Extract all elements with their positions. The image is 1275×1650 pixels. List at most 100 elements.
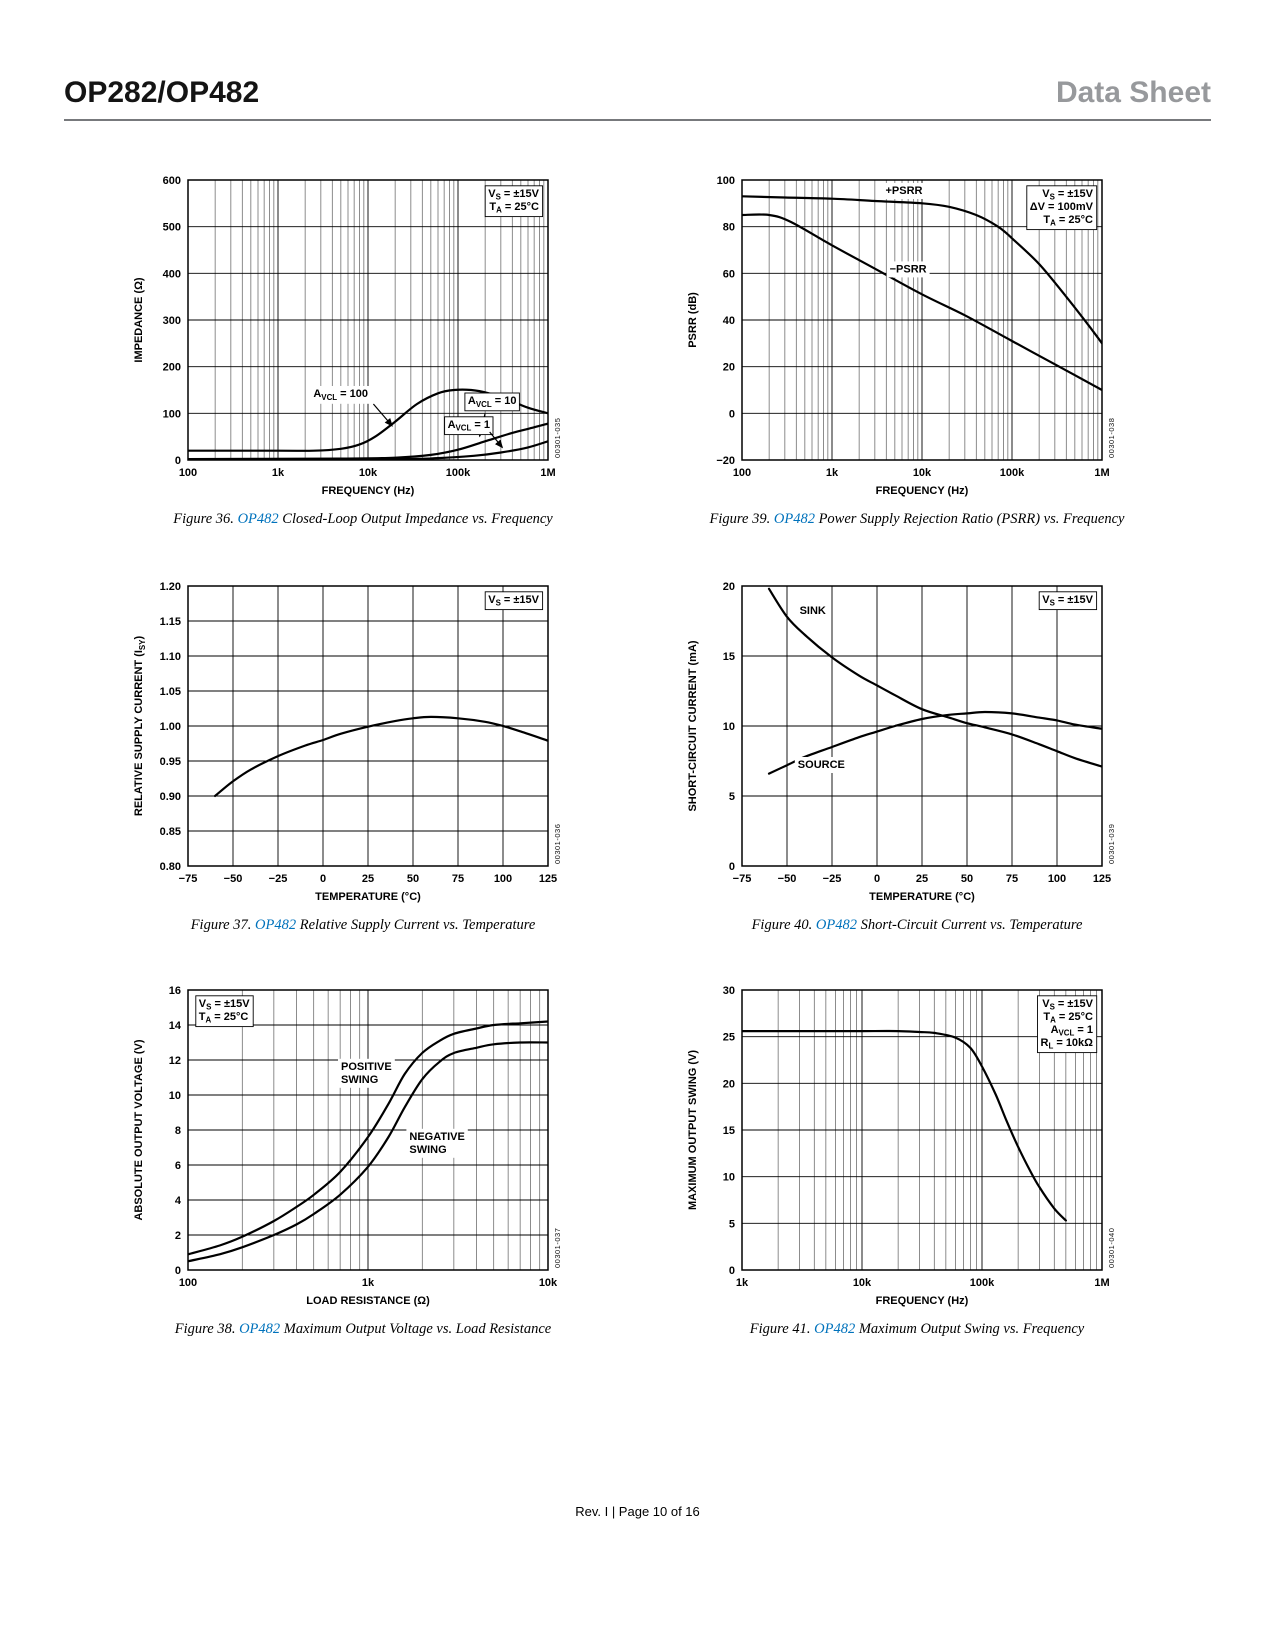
svg-text:TEMPERATURE (°C): TEMPERATURE (°C) [869,891,975,903]
svg-text:−50: −50 [778,873,797,885]
svg-text:8: 8 [175,1125,181,1137]
svg-text:VS = ±15V: VS = ±15V [488,188,539,202]
svg-text:VS = ±15V: VS = ±15V [1042,998,1093,1012]
figure-40: −75 −50 −25 0 25 50 75 100 125 0 5 10 15 20 TEMPERATUR… [682,572,1162,934]
short-circuit-current-vs-temperature-chart: −75 −50 −25 0 25 50 75 100 125 0 5 10 15 20 TEMPERATUR… [682,572,1152,912]
supply-current-vs-temperature-chart: −75 −50 −25 0 25 50 75 100 125 0.80 0.85 0.90 0.95 1.… [128,572,598,912]
svg-text:100: 100 [717,175,735,187]
svg-text:FREQUENCY (Hz): FREQUENCY (Hz) [322,485,415,497]
svg-text:80: 80 [723,222,735,234]
svg-text:1.10: 1.10 [160,651,181,663]
svg-text:10k: 10k [853,1277,872,1289]
svg-text:−20: −20 [716,455,735,467]
svg-text:10k: 10k [359,467,378,479]
op482-link[interactable]: OP482 [239,1321,281,1337]
svg-text:100: 100 [1048,873,1066,885]
svg-text:VS = ±15V: VS = ±15V [1042,594,1093,608]
caption-prefix: Figure 39. [709,511,774,527]
svg-text:14: 14 [169,1020,182,1032]
caption-prefix: Figure 37. [190,917,255,933]
svg-text:500: 500 [163,222,181,234]
svg-text:TA = 25°C: TA = 25°C [1043,1011,1093,1025]
figure-41: 1k 10k 100k 1M 0 5 10 15 20 25 30 FREQUENCY (Hz) MAX… [682,976,1162,1338]
svg-text:100k: 100k [1000,467,1025,479]
svg-text:15: 15 [723,651,735,663]
svg-text:50: 50 [961,873,973,885]
svg-text:100k: 100k [970,1277,995,1289]
svg-text:30: 30 [723,985,735,997]
svg-text:00301-038: 00301-038 [1107,418,1116,458]
output-swing-vs-frequency-chart: 1k 10k 100k 1M 0 5 10 15 20 25 30 FREQUENCY (Hz) MAX… [682,976,1152,1316]
svg-text:0.90: 0.90 [160,791,181,803]
svg-text:10k: 10k [539,1277,558,1289]
svg-text:100: 100 [163,408,181,420]
svg-text:ABSOLUTE OUTPUT VOLTAGE (V): ABSOLUTE OUTPUT VOLTAGE (V) [133,1039,145,1220]
caption-text: Closed-Loop Output Impedance vs. Frequen… [278,511,553,527]
svg-text:6: 6 [175,1160,181,1172]
svg-text:SHORT-CIRCUIT CURRENT (mA): SHORT-CIRCUIT CURRENT (mA) [687,640,699,811]
svg-text:12: 12 [169,1055,181,1067]
svg-text:00301-036: 00301-036 [553,824,562,864]
svg-text:1k: 1k [362,1277,375,1289]
svg-text:1k: 1k [272,467,285,479]
figure-39-caption: Figure 39. OP482 Power Supply Rejection … [682,511,1152,528]
op482-link[interactable]: OP482 [773,511,815,527]
svg-text:−75: −75 [733,873,752,885]
svg-text:1.15: 1.15 [160,616,181,628]
svg-text:10: 10 [723,1172,735,1184]
page-footer: Rev. I | Page 10 of 16 [575,1504,700,1519]
svg-text:75: 75 [452,873,464,885]
svg-text:SOURCE: SOURCE [798,759,845,771]
svg-text:0: 0 [729,861,735,873]
caption-text: Short-Circuit Current vs. Temperature [856,917,1083,933]
doc-type-label: Data Sheet [1055,76,1211,109]
svg-text:RELATIVE SUPPLY CURRENT (ISY): RELATIVE SUPPLY CURRENT (ISY) [133,636,147,817]
figure-38: 100 1k 10k 0 2 4 6 8 10 12 14 16 LOAD RESISTANCE (Ω)… [128,976,608,1338]
svg-text:25: 25 [362,873,374,885]
op482-link[interactable]: OP482 [237,511,279,527]
svg-text:TA = 25°C: TA = 25°C [1043,214,1093,228]
svg-text:LOAD RESISTANCE (Ω): LOAD RESISTANCE (Ω) [306,1295,430,1307]
svg-text:TEMPERATURE (°C): TEMPERATURE (°C) [315,891,421,903]
svg-text:MAXIMUM OUTPUT SWING (V): MAXIMUM OUTPUT SWING (V) [687,1050,699,1210]
svg-text:00301-040: 00301-040 [1107,1228,1116,1268]
svg-text:75: 75 [1006,873,1018,885]
svg-text:1M: 1M [540,467,555,479]
svg-text:NEGATIVE: NEGATIVE [409,1131,464,1143]
svg-text:1.20: 1.20 [160,581,181,593]
svg-text:0: 0 [729,1265,735,1277]
svg-text:1.00: 1.00 [160,721,181,733]
svg-text:600: 600 [163,175,181,187]
svg-text:1.05: 1.05 [160,686,181,698]
svg-text:400: 400 [163,268,181,280]
svg-text:25: 25 [916,873,928,885]
svg-text:1M: 1M [1094,1277,1109,1289]
svg-text:IMPEDANCE (Ω): IMPEDANCE (Ω) [133,277,145,363]
figure-37: −75 −50 −25 0 25 50 75 100 125 0.80 0.85 0.90 0.95 1.… [128,572,608,934]
svg-text:25: 25 [723,1032,735,1044]
op482-link[interactable]: OP482 [814,1321,856,1337]
svg-text:100: 100 [179,1277,197,1289]
svg-text:100: 100 [179,467,197,479]
svg-text:100: 100 [733,467,751,479]
svg-text:40: 40 [723,315,735,327]
svg-text:TA = 25°C: TA = 25°C [489,201,539,215]
op482-link[interactable]: OP482 [815,917,857,933]
figure-38-caption: Figure 38. OP482 Maximum Output Voltage … [128,1321,598,1338]
svg-text:ΔV = 100mV: ΔV = 100mV [1030,201,1094,213]
svg-text:16: 16 [169,985,181,997]
op482-link[interactable]: OP482 [255,917,297,933]
svg-text:TA = 25°C: TA = 25°C [199,1011,249,1025]
svg-text:0: 0 [320,873,326,885]
caption-text: Power Supply Rejection Ratio (PSRR) vs. … [814,511,1125,527]
svg-text:SINK: SINK [800,605,826,617]
svg-text:−75: −75 [179,873,198,885]
svg-text:100k: 100k [446,467,471,479]
svg-text:1k: 1k [826,467,839,479]
impedance-vs-frequency-chart: 100 1k 10k 100k 1M 0 100 200 300 400 500 600 FREQUEN… [128,166,598,506]
caption-prefix: Figure 41. [749,1321,815,1337]
svg-text:SWING: SWING [341,1074,378,1086]
svg-text:15: 15 [723,1125,735,1137]
svg-text:PSRR (dB): PSRR (dB) [687,292,699,348]
